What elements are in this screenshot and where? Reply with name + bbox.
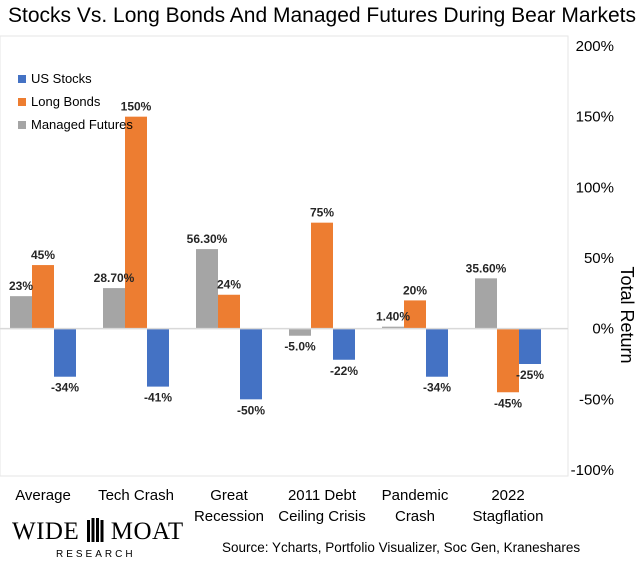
data-label-long-bonds-1: 150% bbox=[121, 100, 152, 114]
y-tick-label-4: 100% bbox=[576, 179, 614, 196]
data-label-managed-futures-5: 35.60% bbox=[466, 261, 507, 275]
logo-moat-text: MOAT bbox=[110, 518, 184, 545]
data-label-us-stocks-3: -22% bbox=[330, 364, 358, 378]
data-label-us-stocks-2: -50% bbox=[237, 403, 265, 417]
bar-us-stocks-4 bbox=[426, 328, 448, 377]
legend-label-managed-futures: Managed Futures bbox=[31, 117, 133, 132]
bar-us-stocks-0 bbox=[54, 328, 76, 377]
bar-managed-futures-3 bbox=[289, 328, 311, 336]
data-label-managed-futures-3: -5.0% bbox=[284, 340, 316, 354]
plot-frame bbox=[0, 35, 569, 477]
y-tick-label-3: 50% bbox=[584, 250, 614, 267]
legend-swatch-us-stocks bbox=[18, 75, 26, 83]
x-tick-label-3: 2011 Debt Ceiling Crisis bbox=[278, 487, 366, 525]
y-tick-label-6: 200% bbox=[576, 38, 614, 55]
x-tick-label-0: Average bbox=[15, 487, 71, 504]
bar-us-stocks-2 bbox=[240, 328, 262, 400]
x-axis: Average Tech Crash Great Recession 2011 Debt… bbox=[15, 487, 543, 525]
data-label-managed-futures-0: 23% bbox=[9, 279, 33, 293]
source-note: Source: Ycharts, Portfolio Visualizer, S… bbox=[222, 540, 581, 555]
logo-wide-text: WIDE bbox=[12, 518, 80, 545]
bar-long-bonds-1 bbox=[125, 116, 147, 329]
legend-label-long-bonds: Long Bonds bbox=[31, 94, 101, 109]
data-label-us-stocks-5: -25% bbox=[516, 368, 544, 382]
y-tick-label-1: -50% bbox=[579, 391, 614, 408]
data-label-long-bonds-5: -45% bbox=[494, 396, 522, 410]
bar-us-stocks-1 bbox=[147, 328, 169, 387]
bar-managed-futures-1 bbox=[103, 288, 125, 329]
y-axis-label: Total Return bbox=[617, 266, 637, 363]
logo-subtitle: RESEARCH bbox=[56, 549, 136, 560]
x-tick-label-1: Tech Crash bbox=[98, 487, 174, 504]
data-label-managed-futures-4: 1.40% bbox=[376, 310, 410, 324]
data-label-managed-futures-1: 28.70% bbox=[94, 271, 135, 285]
bar-long-bonds-3 bbox=[311, 222, 333, 329]
bar-us-stocks-5 bbox=[519, 328, 541, 364]
data-label-long-bonds-2: 24% bbox=[217, 278, 241, 292]
bar-long-bonds-4 bbox=[404, 300, 426, 329]
legend-swatch-managed-futures bbox=[18, 121, 26, 129]
bar-long-bonds-2 bbox=[218, 294, 240, 329]
data-label-long-bonds-3: 75% bbox=[310, 206, 334, 220]
data-label-us-stocks-1: -41% bbox=[144, 391, 172, 405]
legend-swatch-long-bonds bbox=[18, 98, 26, 106]
bar-managed-futures-0 bbox=[10, 296, 32, 329]
y-axis: -100% -50% 0% 50% 100% 150% 200% bbox=[571, 38, 614, 479]
x-tick-label-2: Great Recession bbox=[194, 487, 264, 525]
chart-title: Stocks Vs. Long Bonds And Managed Future… bbox=[8, 4, 637, 27]
bar-managed-futures-5 bbox=[475, 278, 497, 329]
data-labels-layer: 23% 45% -34% 28.70% 150% -41% 56.30% 24% -50% -5.… bbox=[9, 100, 544, 418]
data-label-long-bonds-0: 45% bbox=[31, 248, 55, 262]
wide-moat-logo: WIDE MOAT bbox=[12, 518, 184, 546]
bar-managed-futures-2 bbox=[196, 249, 218, 329]
bar-long-bonds-0 bbox=[32, 265, 54, 329]
x-tick-label-4: Pandemic Crash bbox=[382, 487, 449, 525]
data-label-long-bonds-4: 20% bbox=[403, 283, 427, 297]
data-label-managed-futures-2: 56.30% bbox=[187, 232, 228, 246]
data-label-us-stocks-4: -34% bbox=[423, 381, 451, 395]
x-tick-label-5: 2022 Stagflation bbox=[473, 487, 544, 525]
bar-managed-futures-4 bbox=[382, 326, 404, 329]
bar-long-bonds-5 bbox=[497, 328, 519, 393]
castle-icon bbox=[87, 518, 104, 542]
legend: US Stocks Long Bonds Managed Futures bbox=[18, 71, 133, 132]
y-tick-label-2: 0% bbox=[592, 321, 614, 338]
y-tick-label-5: 150% bbox=[576, 109, 614, 126]
bar-us-stocks-3 bbox=[333, 328, 355, 360]
y-tick-label-0: -100% bbox=[571, 462, 614, 479]
data-label-us-stocks-0: -34% bbox=[51, 381, 79, 395]
bars-layer bbox=[10, 116, 541, 400]
legend-label-us-stocks: US Stocks bbox=[31, 71, 92, 86]
